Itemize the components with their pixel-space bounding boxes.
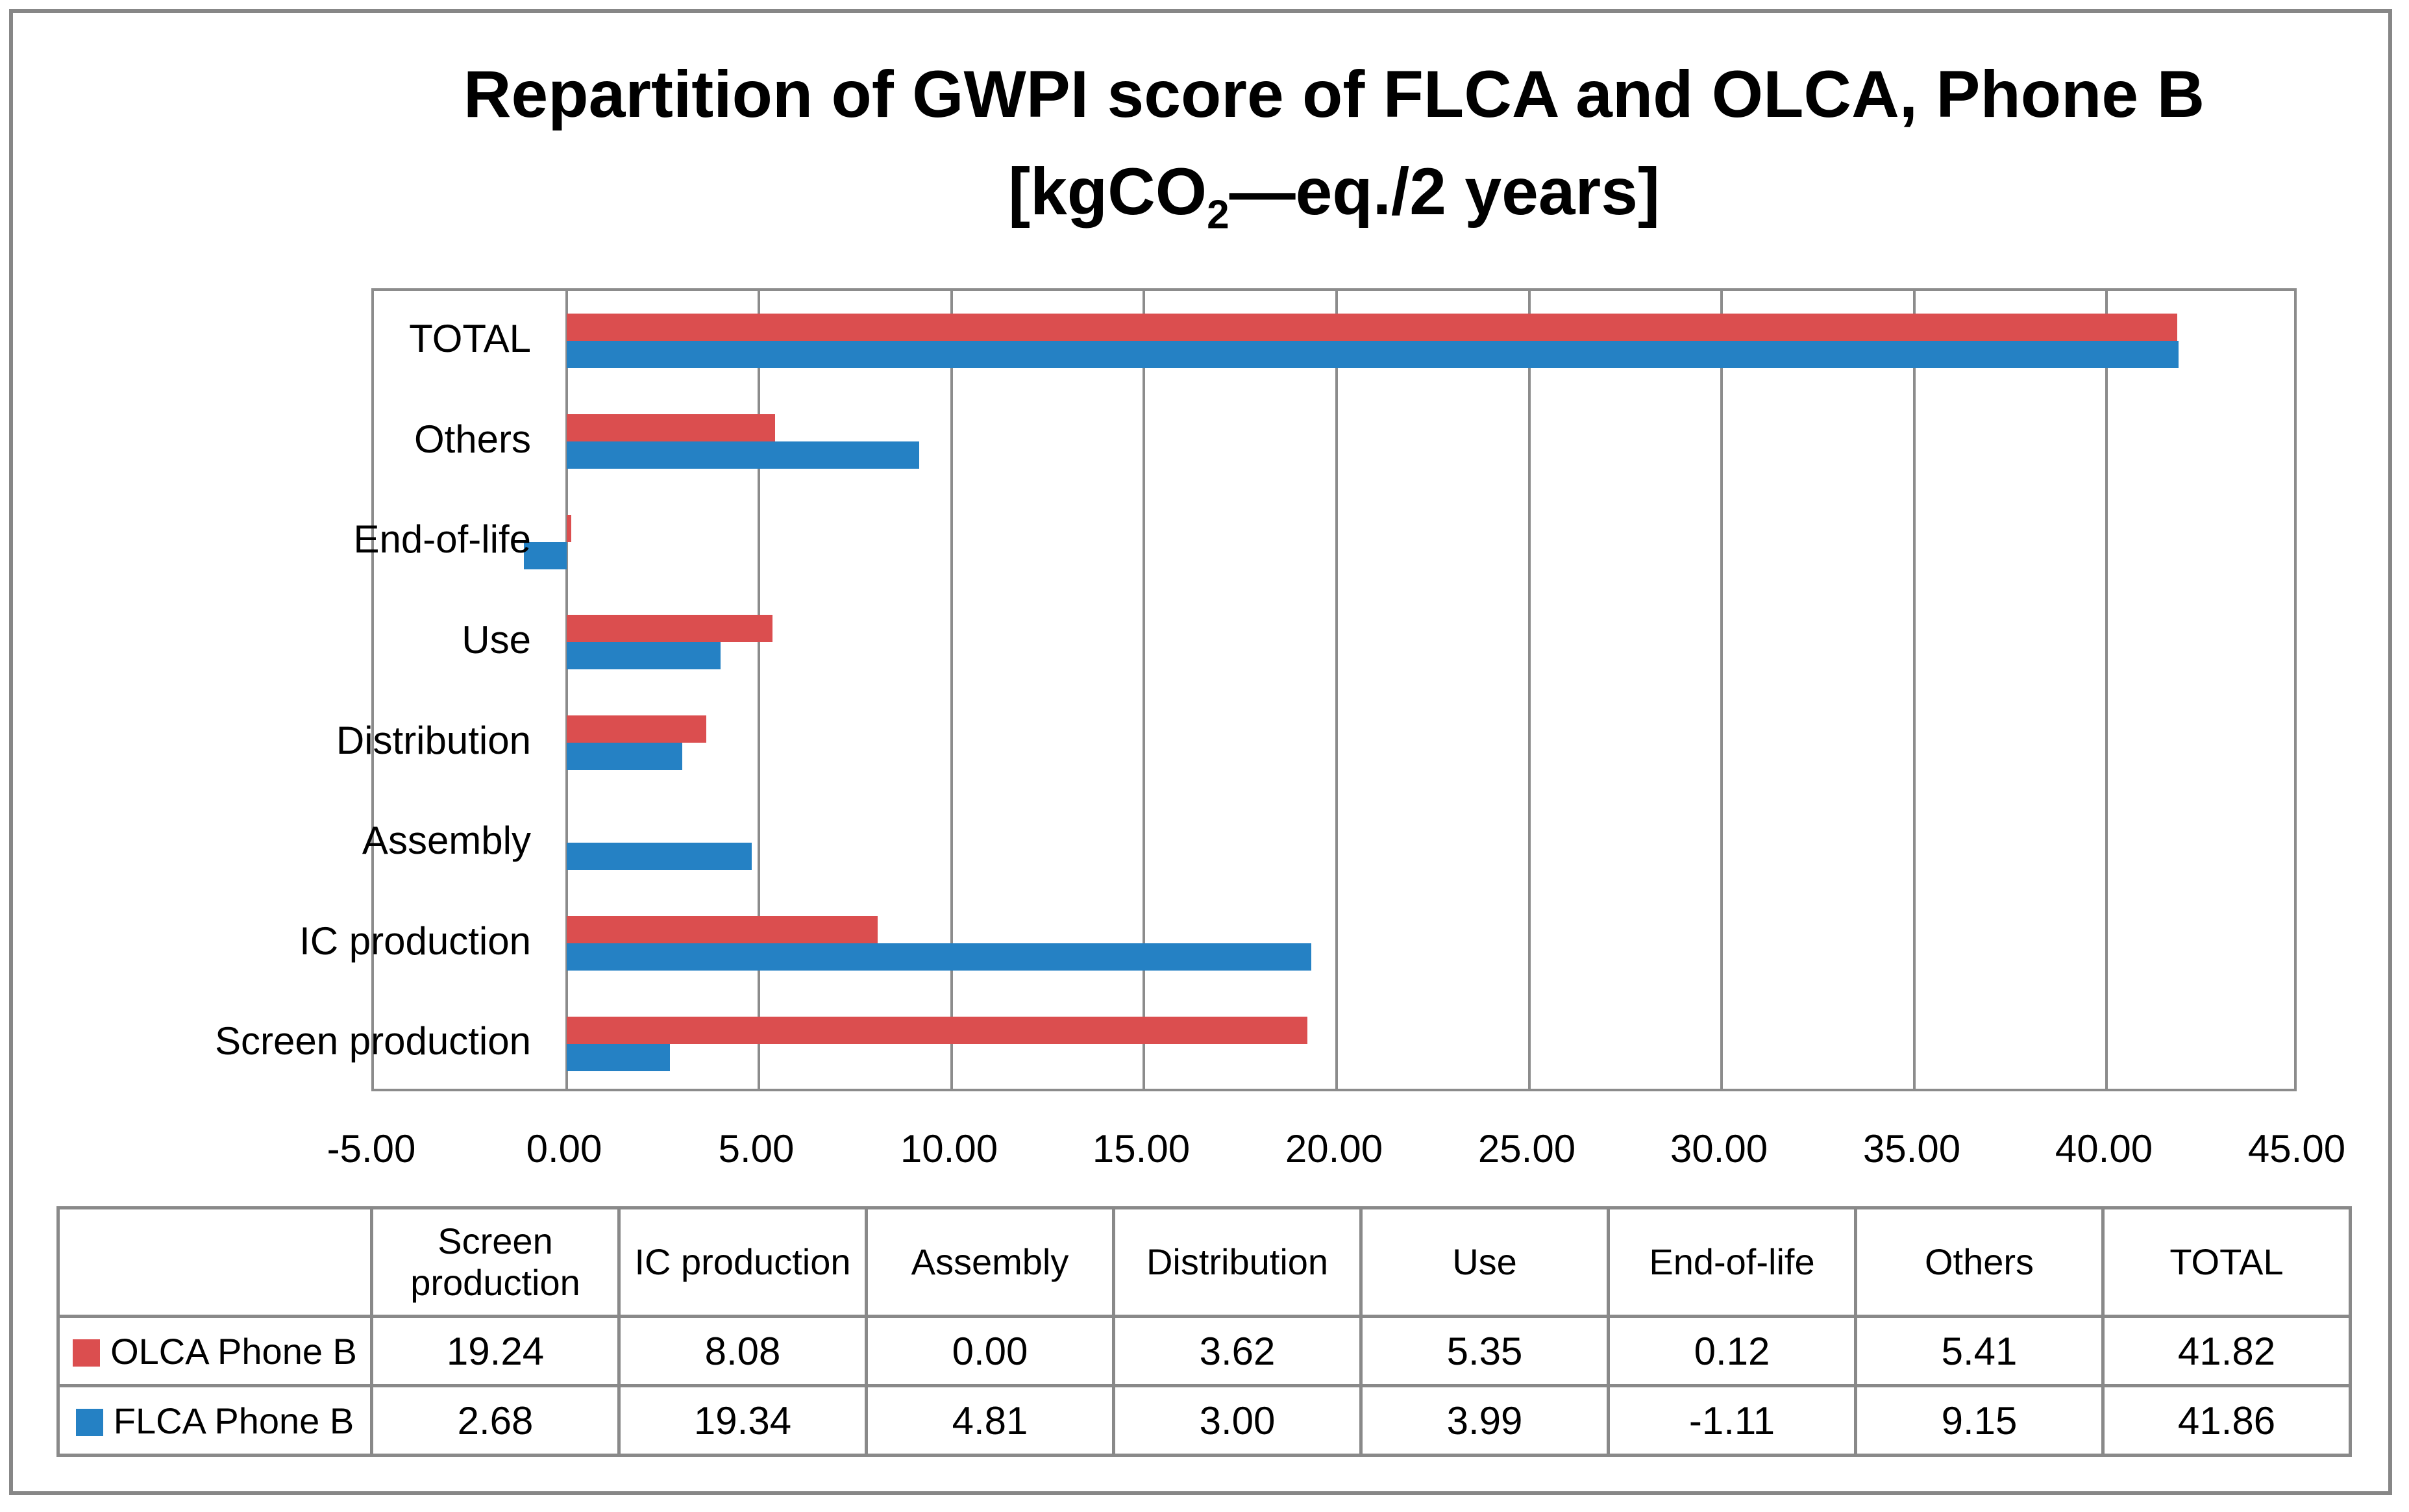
table-header-distribution: Distribution	[1112, 1206, 1363, 1318]
table-cell-olca-phone-b-total: 41.82	[2101, 1315, 2352, 1387]
chart-title-line1: Repartition of GWPI score of FLCA and OL…	[463, 57, 2205, 131]
table-cell-flca-phone-b-screen-production: 2.68	[370, 1384, 621, 1457]
plot-area	[371, 288, 2297, 1091]
table-cell-flca-phone-b-others: 9.15	[1854, 1384, 2105, 1457]
chart-title: Repartition of GWPI score of FLCA and OL…	[371, 45, 2297, 240]
table-cell-flca-phone-b-use: 3.99	[1359, 1384, 1610, 1457]
chart-title-line2: [kgCO2—eq./2 years]	[371, 143, 2297, 240]
chart-title-co2-subscript: 2	[1207, 192, 1229, 238]
category-label-end-of-life: End-of-life	[353, 517, 531, 561]
x-tick-label-15-00: 15.00	[1092, 1127, 1191, 1171]
table-cell-olca-phone-b-distribution: 3.62	[1112, 1315, 1363, 1387]
bar-flca-phone-b-screen-production	[567, 1044, 670, 1071]
table-header-total: TOTAL	[2101, 1206, 2352, 1318]
bar-olca-phone-b-distribution	[567, 715, 706, 743]
gridline-40	[2105, 291, 2108, 1089]
x-tick-label-10-00: 10.00	[900, 1127, 998, 1171]
category-label-use: Use	[462, 618, 531, 662]
legend-swatch-olca-phone-b	[73, 1339, 101, 1367]
table-cell-flca-phone-b-total: 41.86	[2101, 1384, 2352, 1457]
bar-flca-phone-b-end-of-life	[524, 542, 567, 569]
figure-border	[9, 9, 2392, 1495]
table-cell-flca-phone-b-distribution: 3.00	[1112, 1384, 1363, 1457]
table-header-ic-production: IC production	[617, 1206, 868, 1318]
legend-swatch-flca-phone-b	[75, 1408, 103, 1436]
gridline-30	[1720, 291, 1723, 1089]
x-tick-label-5-00: 5.00	[718, 1127, 795, 1171]
category-label-assembly: Assembly	[362, 819, 531, 862]
legend-row-label-flca-phone-b: FLCA Phone B	[56, 1384, 373, 1457]
chart-title-line2-post: —eq./2 years]	[1229, 155, 1660, 229]
table-row-olca-phone-b: OLCA Phone B 19.24 8.08 0.00 3.62 5.35 0.12 5.4…	[56, 1315, 2352, 1387]
x-tick-label-0-00: 0.00	[526, 1127, 602, 1171]
legend-label-flca-phone-b: FLCA Phone B	[113, 1400, 354, 1441]
table-cell-olca-phone-b-others: 5.41	[1854, 1315, 2105, 1387]
table-cell-flca-phone-b-end-of-life: -1.11	[1607, 1384, 1857, 1457]
x-tick-label-45-00: 45.00	[2247, 1127, 2346, 1171]
x-tick-label-35-00: 35.00	[1862, 1127, 1961, 1171]
table-cell-flca-phone-b-ic-production: 19.34	[617, 1384, 868, 1457]
x-tick-label-30-00: 30.00	[1670, 1127, 1768, 1171]
category-label-distribution: Distribution	[336, 719, 531, 762]
data-table: Screen production IC production Assembly Di…	[56, 1206, 2352, 1457]
bar-olca-phone-b-use	[567, 615, 772, 642]
category-label-ic-production: IC production	[299, 919, 531, 963]
category-label-total: TOTAL	[409, 317, 531, 360]
table-cell-olca-phone-b-screen-production: 19.24	[370, 1315, 621, 1387]
bar-olca-phone-b-ic-production	[567, 916, 878, 943]
table-header-screen-production: Screen production	[370, 1206, 621, 1318]
table-cell-olca-phone-b-ic-production: 8.08	[617, 1315, 868, 1387]
x-tick-label-5-00: -5.00	[327, 1127, 416, 1171]
table-row-flca-phone-b: FLCA Phone B 2.68 19.34 4.81 3.00 3.99 -1.11 9.…	[56, 1384, 2352, 1457]
bar-olca-phone-b-total	[567, 314, 2177, 341]
legend-row-label-olca-phone-b: OLCA Phone B	[56, 1315, 373, 1387]
legend-label-olca-phone-b: OLCA Phone B	[110, 1330, 357, 1372]
table-header-end-of-life: End-of-life	[1607, 1206, 1857, 1318]
bar-flca-phone-b-assembly	[567, 843, 752, 870]
gridline-35	[1913, 291, 1916, 1089]
gridline-25	[1528, 291, 1531, 1089]
bar-flca-phone-b-use	[567, 642, 721, 669]
gridline-0	[565, 291, 568, 1089]
bar-olca-phone-b-others	[567, 414, 775, 441]
table-cell-flca-phone-b-assembly: 4.81	[865, 1384, 1115, 1457]
gridline-10	[950, 291, 953, 1089]
gridline-5	[758, 291, 760, 1089]
bar-flca-phone-b-ic-production	[567, 943, 1311, 971]
gridline-15	[1143, 291, 1145, 1089]
category-label-others: Others	[414, 417, 531, 461]
bar-olca-phone-b-screen-production	[567, 1017, 1307, 1044]
bar-flca-phone-b-distribution	[567, 743, 682, 770]
table-corner-cell	[56, 1206, 373, 1318]
table-cell-olca-phone-b-end-of-life: 0.12	[1607, 1315, 1857, 1387]
x-tick-label-20-00: 20.00	[1285, 1127, 1383, 1171]
table-header-use: Use	[1359, 1206, 1610, 1318]
table-header-others: Others	[1854, 1206, 2105, 1318]
table-cell-olca-phone-b-assembly: 0.00	[865, 1315, 1115, 1387]
chart-title-line2-pre: [kgCO	[1008, 155, 1207, 229]
table-header-assembly: Assembly	[865, 1206, 1115, 1318]
category-label-screen-production: Screen production	[215, 1019, 531, 1063]
bar-flca-phone-b-total	[567, 341, 2179, 368]
gridline-20	[1335, 291, 1338, 1089]
x-tick-label-40-00: 40.00	[2055, 1127, 2153, 1171]
x-tick-label-25-00: 25.00	[1477, 1127, 1576, 1171]
bar-olca-phone-b-end-of-life	[567, 515, 571, 542]
table-cell-olca-phone-b-use: 5.35	[1359, 1315, 1610, 1387]
bar-flca-phone-b-others	[567, 441, 919, 469]
